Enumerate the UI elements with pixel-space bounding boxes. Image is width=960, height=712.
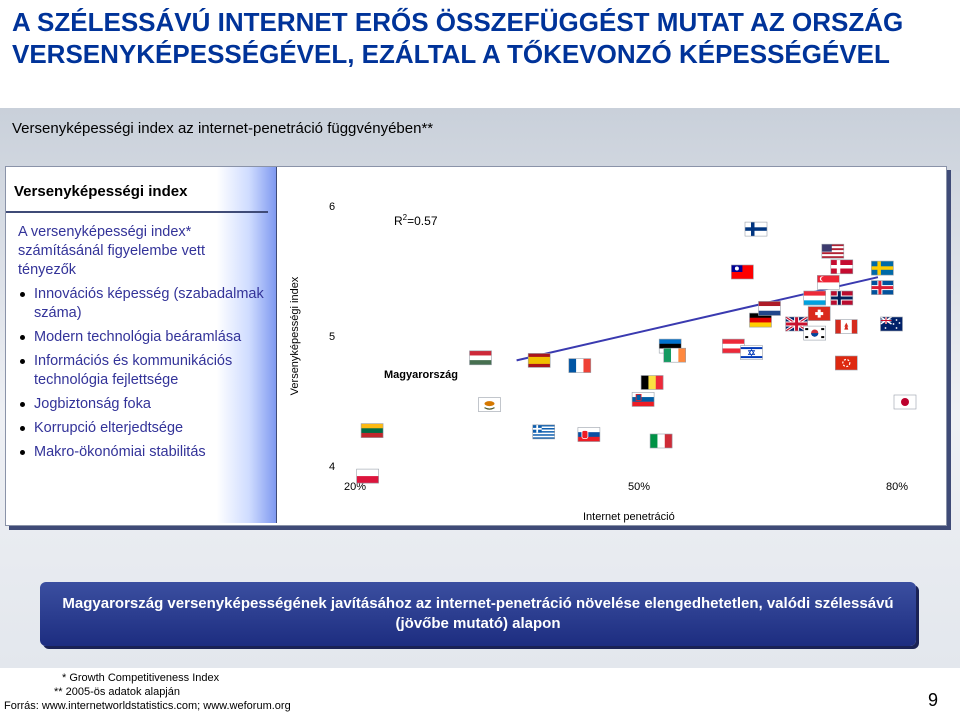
data-point-singapore-flag — [816, 275, 840, 290]
footnote-source: Forrás: www.internetworldstatistics.com;… — [4, 700, 291, 712]
data-point-greece-flag — [532, 424, 556, 440]
x-tick-label: 80% — [886, 481, 909, 493]
main-box: Versenyképességi index A versenyképesség… — [5, 166, 947, 526]
hungary-label: Magyarország — [384, 369, 458, 381]
conclusion-banner: Magyarország versenyképességének javítás… — [40, 582, 916, 646]
data-point-hungary-flag — [469, 350, 492, 366]
page-number: 9 — [927, 690, 938, 710]
factors-list: Innovációs képesség (szabadalmak száma) … — [18, 285, 268, 467]
factor-item: Innovációs képesség (szabadalmak száma) — [18, 285, 268, 323]
data-point-slovakia-flag — [577, 427, 601, 442]
footnote-gci: * Growth Competitiveness Index — [62, 672, 220, 684]
data-point-netherlands-flag — [758, 301, 781, 316]
data-point-australia-flag — [880, 316, 903, 332]
data-point-lithuania-flag — [360, 423, 384, 438]
data-point-korea-flag — [803, 325, 827, 341]
scatter-chart — [356, 221, 917, 484]
heading-divider — [6, 211, 268, 213]
y-tick-label: 5 — [329, 331, 336, 343]
factors-panel: Versenyképességi index A versenyképesség… — [6, 167, 277, 523]
data-point-usa-flag — [821, 243, 845, 259]
data-point-italy-flag — [649, 433, 673, 449]
factors-heading: Versenyképességi index — [14, 183, 188, 200]
x-tick-label: 50% — [628, 481, 651, 493]
page-title: A SZÉLESSÁVÚ INTERNET ERŐS ÖSSZEFÜGGÉST … — [12, 7, 904, 69]
data-point-france-flag — [568, 358, 592, 373]
data-point-israel-flag — [740, 345, 763, 360]
r-squared-label: R2=0.57 — [394, 213, 438, 228]
chart-subtitle: Versenyképességi index az internet-penet… — [12, 120, 434, 137]
factors-intro: A versenyképességi index* számításánál f… — [18, 224, 205, 278]
y-tick-label: 4 — [329, 461, 336, 473]
data-point-spain-flag — [527, 353, 551, 368]
data-point-japan-flag — [893, 394, 917, 410]
data-point-denmark-flag — [830, 259, 854, 275]
x-axis-label: Internet penetráció — [583, 511, 675, 523]
factor-item: Modern technológia beáramlása — [18, 328, 268, 347]
footnote-data-year: ** 2005-ös adatok alapján — [54, 686, 180, 698]
factor-item: Jogbiztonság foka — [18, 395, 268, 414]
factor-item: Információs és kommunikációs technológia… — [18, 352, 268, 390]
data-point-belgium-flag — [640, 375, 664, 390]
data-point-sweden-flag — [871, 260, 894, 276]
data-point-ireland-flag — [663, 347, 687, 363]
data-point-cyprus-flag — [478, 397, 501, 412]
data-point-switzerland-flag — [807, 306, 831, 321]
data-point-iceland-flag — [871, 280, 894, 295]
data-point-norway-flag — [830, 290, 854, 306]
data-point-luxembourg-flag — [803, 290, 827, 306]
x-tick-label: 20% — [344, 481, 367, 493]
data-point-finland-flag — [744, 221, 768, 237]
factor-item: Korrupció elterjedtsége — [18, 419, 268, 438]
factor-item: Makro-ökonómiai stabilitás — [18, 443, 268, 462]
data-point-canada-flag — [834, 319, 858, 334]
y-tick-label: 6 — [329, 201, 336, 213]
data-point-poland-flag — [356, 468, 379, 484]
data-point-hongkong-flag — [834, 355, 858, 371]
data-point-slovenia-flag — [631, 392, 655, 407]
data-point-taiwan-flag — [731, 264, 754, 280]
